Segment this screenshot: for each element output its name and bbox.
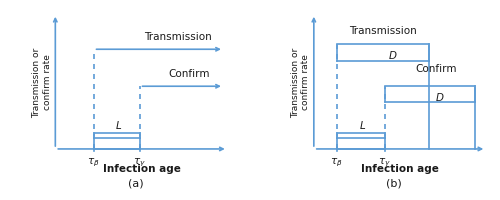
Text: Infection age: Infection age <box>102 164 180 174</box>
Text: $\tau_\beta$: $\tau_\beta$ <box>88 156 100 168</box>
Text: $D$: $D$ <box>388 48 397 60</box>
Text: Confirm: Confirm <box>168 69 210 79</box>
Text: $L$: $L$ <box>115 119 122 131</box>
Text: $\tau_\gamma$: $\tau_\gamma$ <box>133 156 146 168</box>
Text: (b): (b) <box>386 178 402 188</box>
Text: (a): (a) <box>128 178 144 188</box>
Text: Transmission: Transmission <box>144 32 212 42</box>
Text: Transmission: Transmission <box>349 26 416 36</box>
Text: $D$: $D$ <box>434 90 444 102</box>
Text: $\tau_\gamma$: $\tau_\gamma$ <box>378 156 391 168</box>
Text: Transmission or
confirm rate: Transmission or confirm rate <box>32 47 52 117</box>
Text: Infection age: Infection age <box>361 164 439 174</box>
Text: Transmission or
confirm rate: Transmission or confirm rate <box>290 47 310 117</box>
Text: $L$: $L$ <box>359 119 366 131</box>
Text: Confirm: Confirm <box>416 64 457 74</box>
Text: $\tau_\beta$: $\tau_\beta$ <box>330 156 343 168</box>
